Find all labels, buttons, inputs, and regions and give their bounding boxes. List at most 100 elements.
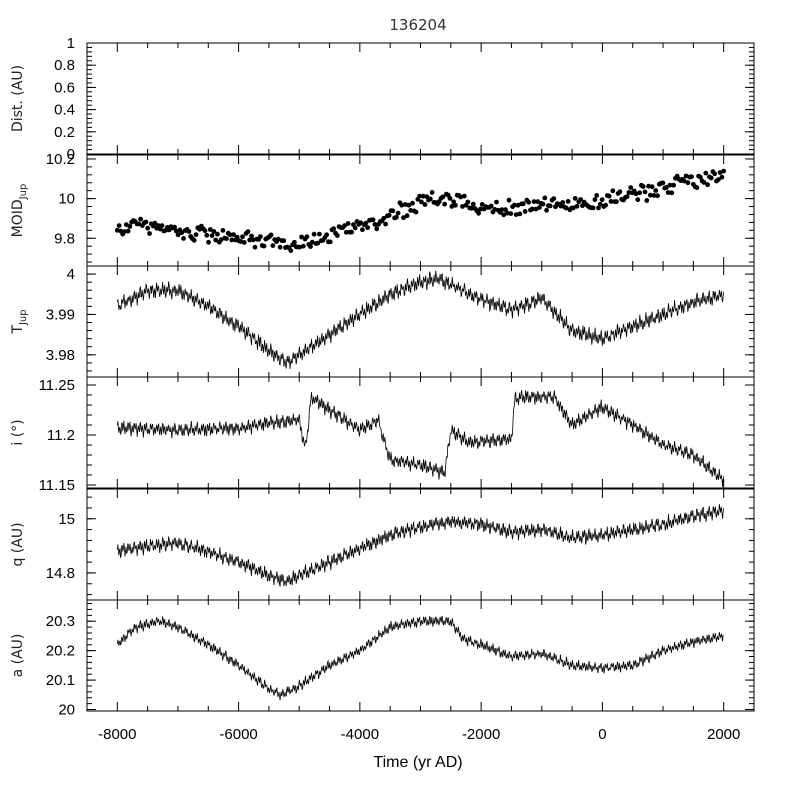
panel-moid: 10.2 10 9.8 MOIDJup xyxy=(10,151,755,267)
moid-point xyxy=(299,234,304,240)
y-axis-title-sub-moid: Jup xyxy=(18,184,29,201)
moid-point xyxy=(386,212,392,218)
series-line-inc xyxy=(116,390,725,487)
moid-point xyxy=(308,244,313,250)
moid-point xyxy=(478,206,483,212)
moid-point xyxy=(453,202,458,208)
y-tick-label-inc: 11.2 xyxy=(47,427,75,444)
moid-point xyxy=(458,194,464,200)
moid-point xyxy=(544,207,549,213)
moid-point xyxy=(402,202,408,207)
moid-point xyxy=(465,199,471,205)
moid-point xyxy=(179,230,185,236)
moid-point xyxy=(592,197,598,203)
moid-point xyxy=(470,201,476,207)
moid-point xyxy=(504,210,510,216)
moid-point xyxy=(125,228,131,234)
moid-point xyxy=(381,215,387,221)
x-tick-label: -8000 xyxy=(98,726,136,743)
moid-point xyxy=(560,200,566,205)
y-tick-label-dist: 0.2 xyxy=(54,124,75,141)
moid-point xyxy=(258,234,263,240)
moid-point xyxy=(537,205,542,210)
chart-title: 136204 xyxy=(389,16,446,34)
moid-point xyxy=(705,182,710,188)
moid-point xyxy=(143,219,149,225)
moid-point xyxy=(186,229,192,234)
moid-point xyxy=(685,180,691,186)
moid-point xyxy=(114,227,120,233)
moid-point xyxy=(300,243,306,249)
moid-point xyxy=(703,170,709,176)
y-tick-label-q: 14.8 xyxy=(46,565,75,582)
y-axis-title-moid: MOIDJup xyxy=(10,184,29,238)
moid-point xyxy=(138,216,144,222)
moid-point xyxy=(213,237,219,243)
moid-point xyxy=(681,178,687,184)
moid-point xyxy=(145,225,151,231)
moid-point xyxy=(671,182,676,188)
moid-point xyxy=(206,239,211,245)
moid-point xyxy=(655,193,660,199)
moid-point xyxy=(461,193,467,199)
y-axis-title-a: a (AU) xyxy=(10,634,26,678)
moid-point xyxy=(512,202,517,208)
moid-point xyxy=(646,183,651,189)
moid-point xyxy=(394,214,399,220)
panel-frame-moid xyxy=(86,154,755,267)
moid-point xyxy=(640,184,646,189)
moid-point xyxy=(122,229,127,235)
moid-point xyxy=(599,197,605,203)
moid-point xyxy=(442,201,447,207)
moid-point xyxy=(642,189,648,195)
moid-point xyxy=(358,220,363,226)
moid-point xyxy=(202,228,208,234)
moid-point xyxy=(292,239,297,245)
moid-point xyxy=(238,239,244,244)
moid-point xyxy=(628,185,634,191)
moid-point xyxy=(224,236,229,242)
moid-point xyxy=(574,203,580,209)
moid-point xyxy=(651,193,657,198)
series-line-q xyxy=(116,504,725,587)
panel-dist: 1 0.8 0.6 0.4 0.2 0 Dist. (AU) xyxy=(10,35,755,163)
moid-point xyxy=(327,239,333,245)
moid-point xyxy=(635,197,641,203)
moid-point xyxy=(501,212,507,218)
moid-point xyxy=(352,225,358,231)
moid-point xyxy=(469,205,474,211)
y-tick-label-a: 20 xyxy=(58,702,75,719)
moid-point xyxy=(429,190,435,195)
moid-point xyxy=(558,203,564,209)
moid-point xyxy=(508,211,514,217)
moid-point xyxy=(624,194,630,200)
moid-point xyxy=(590,205,596,211)
moid-point xyxy=(420,193,426,199)
moid-point xyxy=(517,211,523,217)
moid-point xyxy=(342,223,347,229)
moid-point xyxy=(606,193,612,199)
moid-point xyxy=(249,233,254,239)
moid-point xyxy=(547,203,553,209)
moid-point xyxy=(683,173,689,179)
y-tick-label-tjup: 4 xyxy=(67,266,75,283)
moid-point xyxy=(172,224,178,230)
panel-frame-inc xyxy=(86,376,755,489)
moid-point xyxy=(390,208,396,214)
y-tick-label-dist: 0.6 xyxy=(54,79,75,96)
moid-point xyxy=(540,201,546,207)
moid-point xyxy=(240,234,245,240)
moid-point xyxy=(345,221,351,226)
moid-point xyxy=(408,208,414,213)
x-axis-title: Time (yr AD) xyxy=(373,754,462,771)
moid-point xyxy=(215,231,220,237)
moid-point xyxy=(719,174,725,180)
moid-point xyxy=(311,231,317,237)
moid-point xyxy=(127,224,133,229)
y-tick-label-moid: 10 xyxy=(58,191,75,208)
y-tick-label-dist: 0 xyxy=(67,146,75,163)
moid-point xyxy=(571,205,576,211)
moid-point xyxy=(211,229,217,234)
moid-point xyxy=(708,175,714,181)
moid-point xyxy=(220,228,226,233)
